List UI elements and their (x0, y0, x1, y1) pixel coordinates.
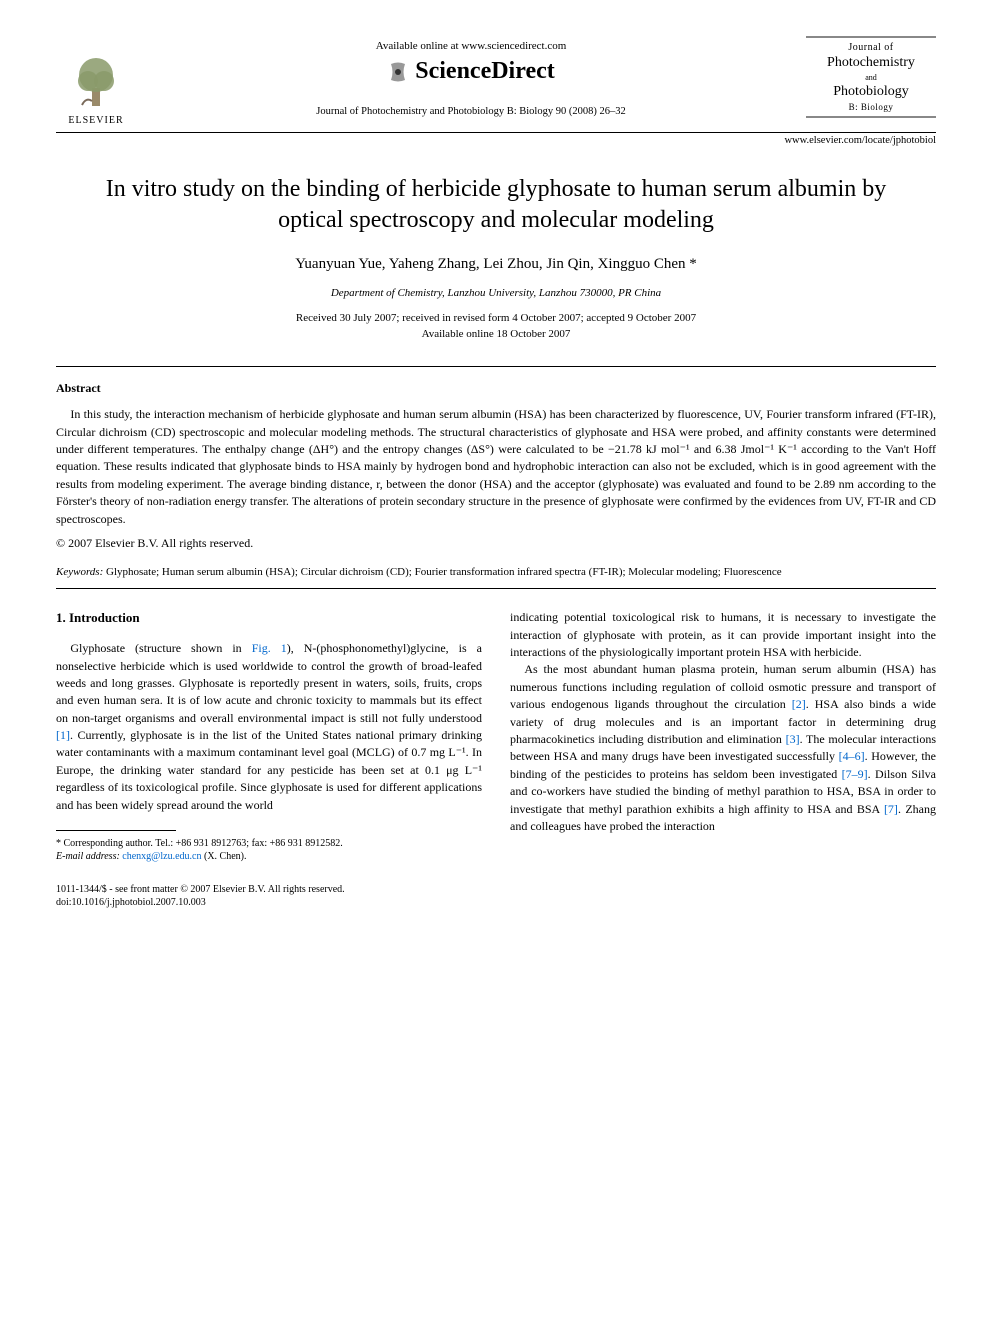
authors-line: Yuanyuan Yue, Yaheng Zhang, Lei Zhou, Ji… (56, 256, 936, 273)
keywords-text: Glyphosate; Human serum albumin (HSA); C… (106, 566, 782, 578)
intro-text-a: Glyphosate (structure shown in (70, 641, 251, 655)
dates-received: Received 30 July 2007; received in revis… (296, 312, 696, 324)
abstract-body: In this study, the interaction mechanism… (56, 406, 936, 528)
doi-line: doi:10.1016/j.jphotobiol.2007.10.003 (56, 896, 482, 909)
email-label: E-mail address: (56, 851, 120, 862)
footnote-separator (56, 830, 176, 831)
fig1-link[interactable]: Fig. 1 (252, 641, 287, 655)
locate-url: www.elsevier.com/locate/jphotobiol (56, 135, 936, 146)
cover-line1: Journal of (806, 42, 936, 53)
sciencedirect-icon (387, 61, 409, 83)
ref1-link[interactable]: [1] (56, 728, 70, 742)
cover-sub: B: Biology (806, 102, 936, 112)
ref46-link[interactable]: [4–6] (839, 749, 865, 763)
article-page: ELSEVIER Available online at www.science… (0, 0, 992, 949)
header-rule (56, 132, 936, 133)
sciencedirect-text: ScienceDirect (415, 58, 555, 85)
ref79-link[interactable]: [7–9] (842, 767, 868, 781)
cover-line2: Photochemistry (806, 55, 936, 71)
keywords-label: Keywords: (56, 566, 103, 578)
header-row: ELSEVIER Available online at www.science… (56, 36, 936, 126)
column-left: 1. Introduction Glyphosate (structure sh… (56, 609, 482, 909)
email-address[interactable]: chenxg@lzu.edu.cn (122, 851, 201, 862)
ref3-link[interactable]: [3] (786, 732, 800, 746)
dates-online: Available online 18 October 2007 (422, 328, 571, 340)
intro-para-right-2: As the most abundant human plasma protei… (510, 661, 936, 835)
available-online-text: Available online at www.sciencedirect.co… (136, 40, 806, 52)
cover-line3: Photobiology (806, 84, 936, 100)
elsevier-label: ELSEVIER (68, 115, 123, 126)
elsevier-tree-icon (66, 53, 126, 113)
journal-citation: Journal of Photochemistry and Photobiolo… (136, 106, 806, 117)
corr-author-line: * Corresponding author. Tel.: +86 931 89… (56, 837, 482, 850)
affiliation: Department of Chemistry, Lanzhou Univers… (56, 287, 936, 299)
body-columns: 1. Introduction Glyphosate (structure sh… (56, 609, 936, 909)
sciencedirect-logo: ScienceDirect (387, 58, 555, 85)
intro-para-right-1: indicating potential toxicological risk … (510, 609, 936, 661)
article-title: In vitro study on the binding of herbici… (96, 174, 896, 236)
ref2-link[interactable]: [2] (792, 697, 806, 711)
keywords-rule (56, 588, 936, 589)
abstract-label: Abstract (56, 381, 936, 396)
front-matter-line: 1011-1344/$ - see front matter © 2007 El… (56, 883, 482, 896)
keywords-block: Keywords: Glyphosate; Human serum albumi… (56, 565, 936, 580)
ref7-link[interactable]: [7] (884, 802, 898, 816)
journal-cover-box: Journal of Photochemistry and Photobiolo… (806, 36, 936, 118)
article-dates: Received 30 July 2007; received in revis… (56, 311, 936, 342)
email-line: E-mail address: chenxg@lzu.edu.cn (X. Ch… (56, 850, 482, 863)
email-name: (X. Chen). (204, 851, 247, 862)
intro-text-c: . Currently, glyphosate is in the list o… (56, 728, 482, 812)
column-right: indicating potential toxicological risk … (510, 609, 936, 909)
elsevier-logo: ELSEVIER (56, 36, 136, 126)
cover-and: and (806, 73, 936, 82)
intro-para-left: Glyphosate (structure shown in Fig. 1), … (56, 640, 482, 814)
abstract-top-rule (56, 366, 936, 367)
footer-block: 1011-1344/$ - see front matter © 2007 El… (56, 883, 482, 909)
center-header: Available online at www.sciencedirect.co… (136, 36, 806, 117)
abstract-copyright: © 2007 Elsevier B.V. All rights reserved… (56, 536, 936, 551)
corresponding-footnote: * Corresponding author. Tel.: +86 931 89… (56, 837, 482, 863)
intro-heading: 1. Introduction (56, 609, 482, 628)
